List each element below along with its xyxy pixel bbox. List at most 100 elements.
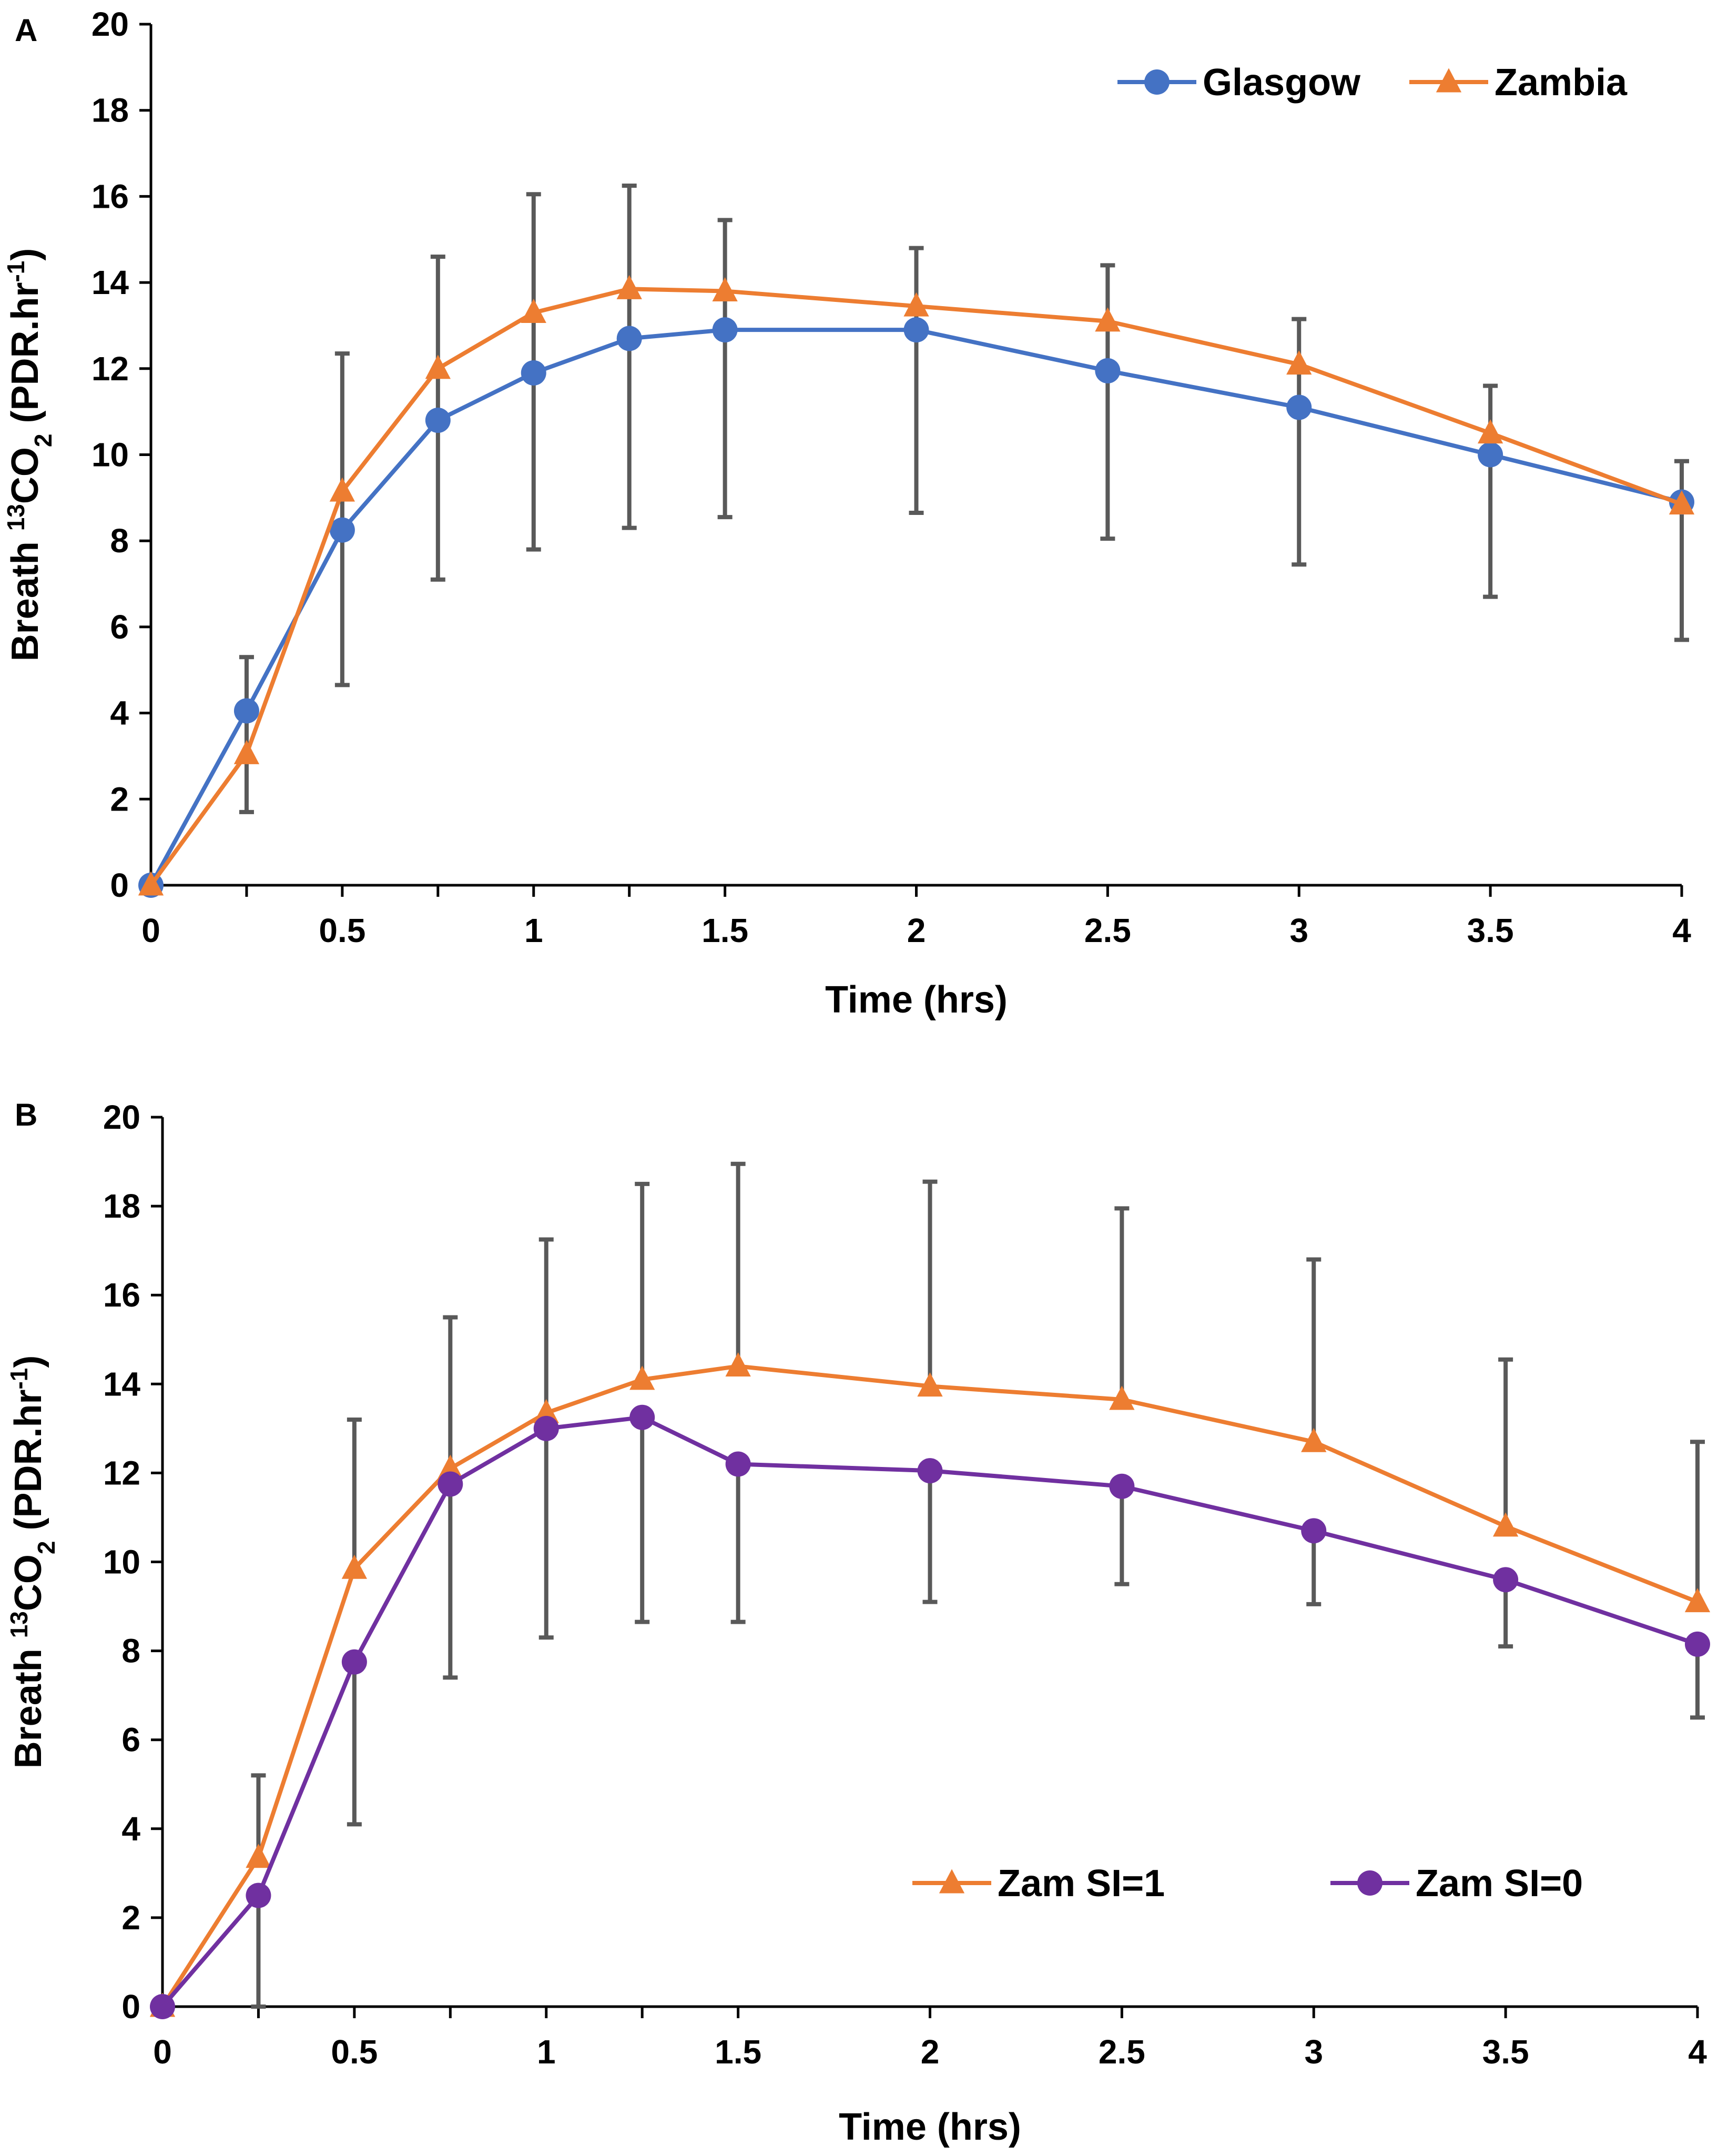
chart-panel-b: B 0 2 4 6 8 10 12 14 16 18 20 0 0.5 1 1.5 2 2.5 3 3.5 4 Time …: [5, 1097, 1711, 2148]
data-point: [1109, 1473, 1135, 1499]
x-tick-label: 2.5: [1099, 2033, 1145, 2071]
x-tick-label: 3.5: [1482, 2033, 1529, 2071]
series-line-glasgow: [149, 328, 1682, 886]
data-point: [1477, 419, 1503, 444]
legend-label: Zam SI=1: [998, 1863, 1165, 1905]
y-tick-label: 16: [103, 1276, 140, 1314]
legend-marker: [1144, 69, 1170, 95]
x-tick-label: 3: [1304, 2033, 1323, 2071]
legend-label: Glasgow: [1203, 62, 1361, 104]
data-point: [521, 360, 546, 386]
data-point: [233, 740, 260, 764]
y-tick-label: 18: [92, 92, 129, 129]
data-point: [1301, 1428, 1327, 1452]
y-tick-label: 6: [121, 1721, 140, 1759]
y-tick-label: 18: [103, 1187, 140, 1225]
data-point: [1286, 394, 1312, 420]
data-point: [1685, 1631, 1710, 1657]
data-point: [533, 1399, 559, 1423]
data-point: [521, 298, 546, 323]
series-line-zambia: [149, 287, 1683, 887]
data-point: [329, 477, 355, 502]
x-tick-label: 1: [524, 912, 543, 949]
data-point: [616, 275, 642, 299]
data-point: [903, 292, 929, 317]
data-point: [233, 698, 259, 724]
chart-panel-a: A 0 2 4 6 8 10 12 14 16 18 20 0 0.5 1 1.5 2 2.5 3 3.5 4 Time …: [2, 5, 1695, 1021]
x-tick-label: 2.5: [1084, 912, 1131, 949]
y-axis-title-part: (PDR.hr: [4, 282, 46, 434]
y-axis-title-part: ): [4, 248, 46, 261]
x-tick-label: 3.5: [1467, 912, 1514, 949]
y-axis-title-part: CO: [7, 1554, 49, 1611]
y-axis-title-part: (PDR.hr: [7, 1390, 49, 1541]
y-axis-title-part: Breath: [7, 1638, 49, 1768]
data-point: [341, 1649, 367, 1675]
data-point: [150, 1994, 175, 2019]
data-point: [1286, 350, 1312, 375]
x-tick-label: 2: [907, 912, 926, 949]
y-tick-label: 4: [110, 694, 129, 732]
data-point: [712, 277, 738, 302]
y-tick-label: 0: [110, 866, 129, 904]
y-tick-label: 14: [103, 1365, 141, 1403]
x-tick-label: 3: [1289, 912, 1308, 949]
x-tick-label: 0: [153, 2033, 172, 2071]
legend-label: Zambia: [1495, 62, 1628, 104]
data-point: [1493, 1567, 1519, 1593]
data-point: [903, 317, 929, 343]
x-tick-label: 1: [537, 2033, 556, 2071]
series-line-zam-si-0: [160, 1415, 1699, 2008]
data-point: [917, 1458, 943, 1484]
data-point: [1492, 1512, 1519, 1537]
x-tick-label: 0.5: [319, 912, 365, 949]
data-point: [329, 517, 355, 543]
data-point: [425, 355, 451, 379]
y-axis-title-part: -1: [5, 1368, 33, 1390]
y-tick-label: 12: [92, 350, 129, 388]
legend-label: Zam SI=0: [1416, 1863, 1583, 1905]
data-point: [1478, 442, 1503, 468]
y-axis-title: Breath 13CO2 (PDR.hr-1): [2, 248, 57, 662]
y-tick-label: 10: [92, 436, 129, 474]
data-point: [725, 1352, 751, 1377]
y-tick-label: 2: [121, 1899, 140, 1937]
data-point: [1109, 1385, 1135, 1410]
y-tick-label: 16: [92, 177, 129, 215]
y-tick-label: 0: [121, 1988, 140, 2026]
x-axis-title: Time (hrs): [839, 2106, 1021, 2148]
y-tick-label: 14: [92, 264, 129, 301]
data-point: [725, 1451, 751, 1477]
x-tick-label: 4: [1672, 912, 1691, 949]
legend-marker: [1357, 1870, 1382, 1896]
y-axis-title-part: ): [7, 1355, 49, 1368]
x-tick-label: 1.5: [715, 2033, 761, 2071]
y-axis-title-part: 2: [33, 1541, 60, 1555]
y-axis-title-part: Breath: [4, 531, 46, 661]
y-tick-label: 8: [110, 522, 129, 560]
y-tick-label: 2: [110, 780, 129, 818]
data-point: [629, 1365, 655, 1390]
panel-label: A: [15, 13, 37, 48]
data-point: [629, 1404, 655, 1430]
x-tick-label: 1.5: [702, 912, 748, 949]
series-line-zam-si-1: [160, 1364, 1699, 2008]
data-point: [1669, 490, 1695, 515]
x-tick-label: 2: [921, 2033, 940, 2071]
y-tick-label: 20: [103, 1098, 140, 1136]
data-point: [438, 1471, 463, 1497]
data-point: [1301, 1518, 1327, 1544]
data-point: [1095, 307, 1121, 332]
y-tick-label: 20: [92, 5, 129, 43]
y-axis-title-part: 2: [29, 434, 57, 448]
y-tick-label: 6: [110, 608, 129, 646]
data-point: [138, 871, 164, 896]
y-tick-label: 12: [103, 1454, 140, 1492]
legend-marker: [939, 1869, 965, 1894]
panel-label: B: [15, 1097, 37, 1132]
y-tick-label: 4: [121, 1810, 140, 1848]
y-axis-title-part: CO: [4, 447, 46, 504]
x-tick-label: 4: [1688, 2033, 1707, 2071]
